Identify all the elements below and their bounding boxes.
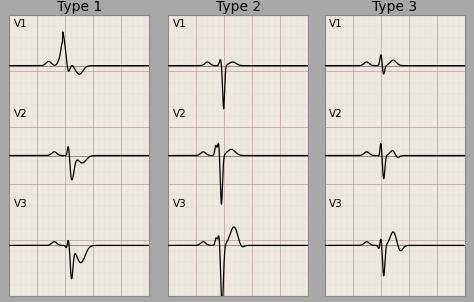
Text: V3: V3 (329, 199, 343, 209)
Text: V2: V2 (173, 109, 186, 119)
Text: Type 3: Type 3 (372, 0, 417, 14)
Text: V1: V1 (173, 19, 186, 29)
Text: Type 1: Type 1 (57, 0, 102, 14)
Text: V3: V3 (14, 199, 27, 209)
Text: V1: V1 (329, 19, 343, 29)
Text: V1: V1 (14, 19, 27, 29)
Text: V3: V3 (173, 199, 186, 209)
Text: V2: V2 (329, 109, 343, 119)
Text: Type 2: Type 2 (216, 0, 261, 14)
Text: V2: V2 (14, 109, 27, 119)
